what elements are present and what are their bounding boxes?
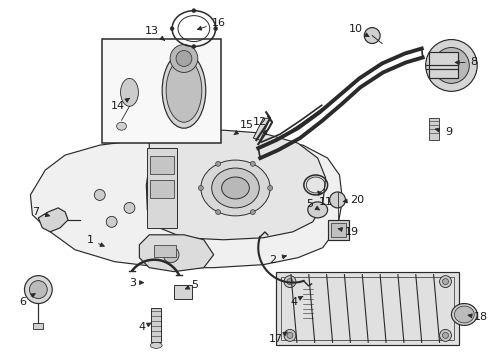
Circle shape [163, 247, 179, 263]
Polygon shape [139, 235, 214, 272]
Text: 1: 1 [86, 235, 104, 246]
Bar [429, 53, 458, 78]
Polygon shape [30, 135, 343, 268]
Ellipse shape [451, 303, 477, 325]
Text: 10: 10 [348, 24, 369, 37]
Bar [328, 220, 349, 240]
Ellipse shape [162, 53, 206, 128]
Bar [154, 245, 176, 257]
Circle shape [330, 192, 345, 208]
Ellipse shape [426, 40, 477, 91]
Text: 19: 19 [338, 227, 360, 237]
Polygon shape [38, 208, 68, 232]
Text: 3: 3 [129, 278, 144, 288]
Bar [276, 272, 459, 345]
Ellipse shape [166, 58, 202, 122]
Circle shape [124, 202, 135, 213]
Circle shape [106, 216, 117, 227]
Text: 6: 6 [19, 294, 35, 306]
Circle shape [440, 276, 451, 288]
Bar [281, 276, 454, 340]
Text: 4: 4 [139, 323, 151, 332]
Ellipse shape [212, 168, 259, 208]
Circle shape [216, 161, 220, 166]
Circle shape [94, 189, 105, 201]
Circle shape [192, 45, 196, 49]
Text: 16: 16 [197, 18, 225, 30]
Bar [147, 148, 177, 228]
Circle shape [170, 27, 174, 31]
Circle shape [216, 210, 220, 215]
Text: 20: 20 [343, 195, 365, 205]
Bar [150, 156, 174, 174]
Circle shape [29, 280, 47, 298]
Bar [150, 180, 174, 198]
Text: 4: 4 [291, 296, 303, 306]
Bar [33, 323, 43, 329]
Text: 9: 9 [435, 127, 452, 137]
Bar [303, 285, 313, 323]
Ellipse shape [454, 306, 474, 323]
Circle shape [176, 50, 192, 67]
Circle shape [442, 279, 448, 285]
Circle shape [268, 185, 272, 190]
Polygon shape [253, 118, 270, 140]
Text: 11: 11 [318, 191, 333, 207]
Text: 5: 5 [306, 199, 319, 210]
Text: 18: 18 [468, 312, 488, 323]
Circle shape [440, 329, 451, 341]
Circle shape [364, 28, 380, 44]
Circle shape [284, 276, 296, 288]
Circle shape [250, 210, 255, 215]
Ellipse shape [117, 122, 126, 130]
Bar [331, 223, 346, 237]
Circle shape [287, 279, 293, 285]
Circle shape [214, 27, 218, 31]
Ellipse shape [201, 160, 270, 216]
Circle shape [24, 276, 52, 303]
Ellipse shape [121, 78, 138, 106]
Text: 17: 17 [269, 332, 287, 345]
Text: 7: 7 [32, 207, 49, 217]
Text: 14: 14 [111, 98, 130, 111]
Polygon shape [147, 130, 326, 240]
Text: 5: 5 [185, 280, 198, 289]
Text: 12: 12 [253, 117, 268, 135]
Circle shape [198, 185, 203, 190]
Circle shape [192, 9, 196, 13]
Text: 2: 2 [270, 255, 286, 265]
Ellipse shape [221, 177, 249, 199]
Ellipse shape [434, 48, 469, 84]
Ellipse shape [308, 202, 328, 218]
Circle shape [250, 161, 255, 166]
Circle shape [287, 332, 293, 338]
Bar [102, 39, 220, 143]
Text: 8: 8 [455, 58, 478, 67]
Bar [151, 307, 161, 342]
Text: 15: 15 [234, 120, 253, 135]
Circle shape [284, 329, 296, 341]
Bar [174, 285, 192, 298]
Bar [429, 118, 439, 140]
Circle shape [170, 45, 198, 72]
Ellipse shape [150, 342, 162, 348]
Circle shape [442, 332, 448, 338]
Text: 13: 13 [145, 26, 164, 40]
